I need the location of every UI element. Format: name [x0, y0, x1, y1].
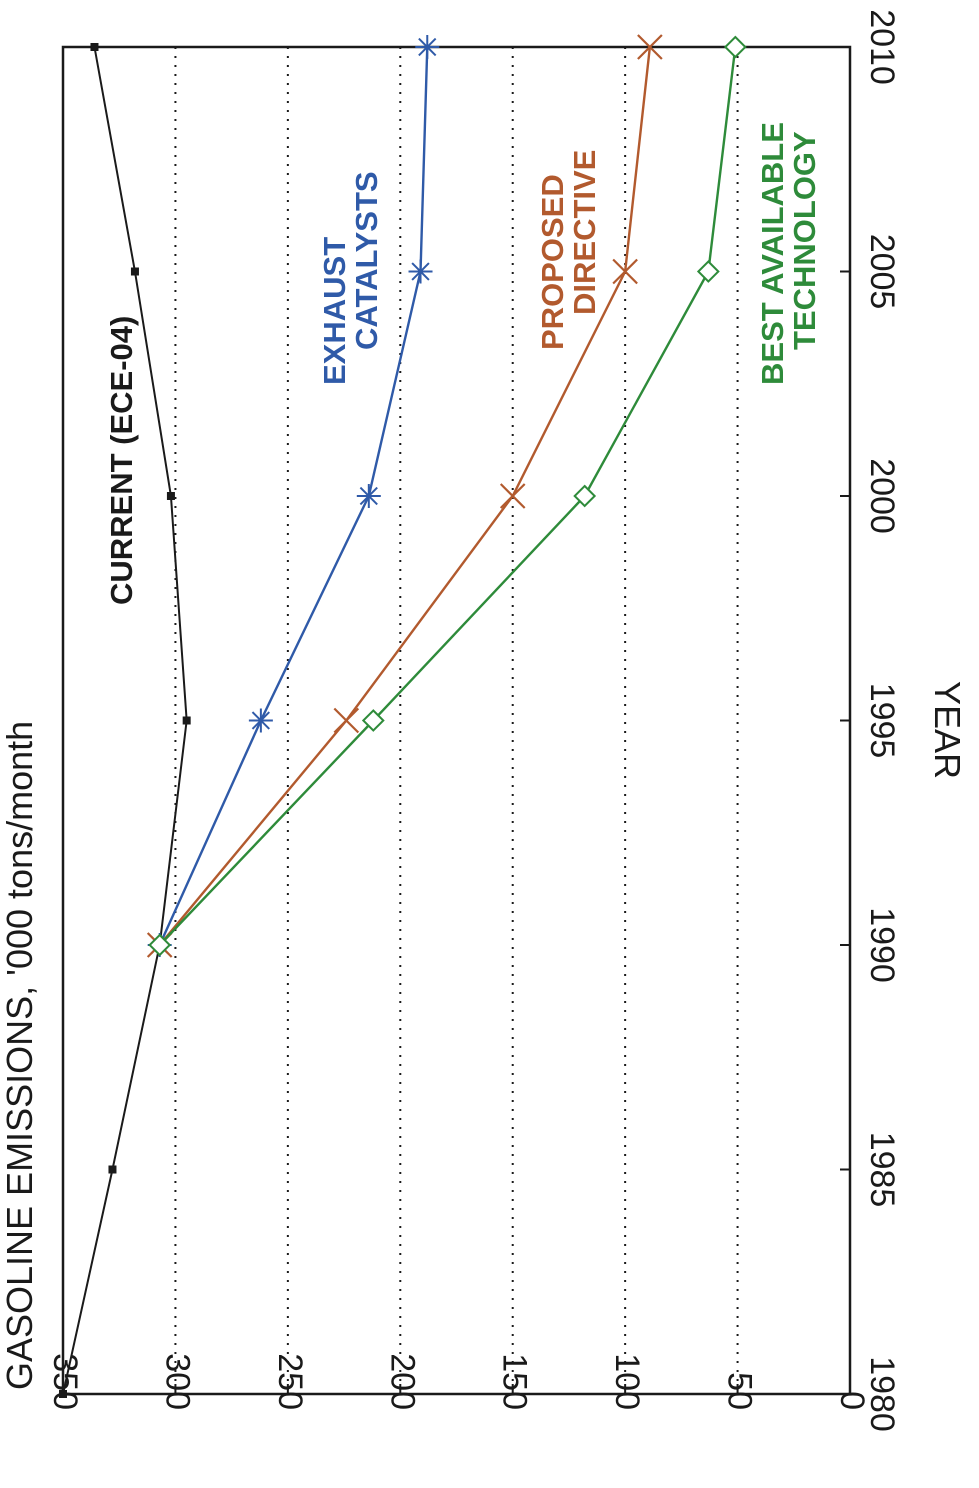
series-label-line: PROPOSED [535, 174, 570, 350]
value-tick-label: 100 [608, 1353, 646, 1410]
x-marker [612, 258, 638, 285]
asterisk-marker [418, 37, 437, 57]
square-marker [59, 1390, 67, 1398]
square-marker [166, 492, 175, 500]
diamond-marker [361, 709, 385, 732]
plot-frame [61, 45, 852, 1396]
asterisk-marker [411, 262, 430, 281]
value-tick-label: 0 [833, 1391, 871, 1410]
year-tick-label: 2005 [863, 234, 901, 310]
series-label-line: EXHAUST [317, 237, 352, 385]
series-label: EXHAUSTCATALYSTS [317, 171, 384, 385]
asterisk-marker [359, 486, 378, 506]
square-marker [182, 716, 191, 725]
value-tick-label: 200 [383, 1353, 421, 1410]
year-tick-label: 1995 [863, 683, 901, 759]
year-tick-label: 2000 [863, 458, 901, 534]
year-tick-label: 1990 [863, 907, 901, 983]
year-tick-label: 1980 [863, 1356, 901, 1432]
diamond-marker [723, 35, 747, 59]
series-line [62, 46, 188, 1395]
value-tick-label: 50 [721, 1372, 759, 1410]
square-marker [90, 43, 99, 51]
value-tick-label: 250 [271, 1353, 309, 1410]
square-marker [108, 1165, 117, 1174]
series-labels: CURRENT (ECE-04) EXHAUSTCATALYSTS PROPOSED… [104, 122, 822, 605]
diamond-marker [573, 484, 597, 508]
x-marker [499, 483, 526, 509]
series-line [158, 46, 737, 946]
series-label-line: CATALYSTS [349, 171, 384, 350]
diamond-marker [696, 260, 720, 283]
series-lines [59, 34, 747, 1398]
series-line [158, 46, 429, 946]
value-tick-label: 300 [158, 1353, 196, 1410]
x-marker [333, 707, 360, 734]
asterisk-marker [251, 711, 270, 730]
series-x [146, 34, 663, 958]
y-axis-title: GASOLINE EMISSIONS, '000 tons/month [0, 721, 40, 1390]
series-diamond [148, 35, 747, 957]
series-asterisk [147, 35, 440, 957]
x-axis-title: YEAR [927, 681, 968, 779]
year-tick-label: 2010 [863, 9, 901, 85]
series-label-line: TECHNOLOGY [787, 131, 822, 350]
year-tick-label: 1985 [863, 1132, 901, 1208]
series-label-line: BEST AVAILABLE [755, 122, 790, 385]
x-marker [637, 34, 663, 60]
diamond-marker [148, 933, 172, 957]
year-axis: 1980 1985 1990 1995 2000 2005 2010 [840, 9, 901, 1432]
series-label: BEST AVAILABLETECHNOLOGY [755, 122, 822, 385]
series-label: PROPOSEDDIRECTIVE [535, 150, 602, 350]
square-marker [130, 267, 139, 276]
series-label: CURRENT (ECE-04) [104, 316, 139, 605]
value-tick-label: 150 [496, 1353, 534, 1410]
series-label-line: DIRECTIVE [567, 150, 602, 315]
series-label-line: CURRENT (ECE-04) [104, 316, 139, 605]
series-square [59, 43, 191, 1398]
